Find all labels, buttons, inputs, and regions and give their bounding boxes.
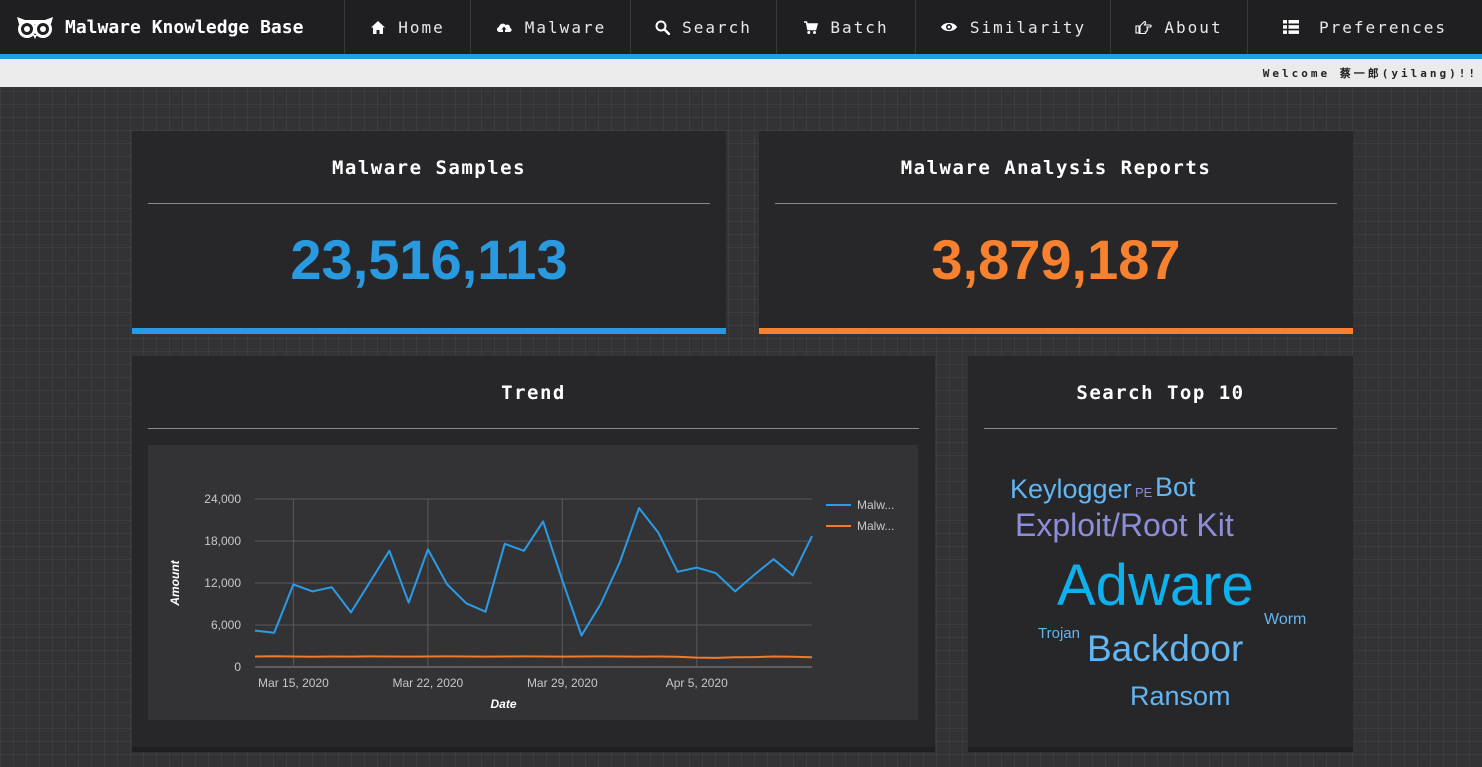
nav-similarity[interactable]: Similarity [916, 0, 1111, 54]
series-line-0 [254, 507, 813, 637]
tag-exploit-root-kit[interactable]: Exploit/Root Kit [1015, 507, 1234, 543]
y-axis-title: Amount [168, 559, 182, 606]
top-navbar: Malware Knowledge Base Home Malware Sear… [0, 0, 1482, 54]
x-tick-label: Mar 22, 2020 [393, 676, 464, 690]
series-line-1 [254, 655, 813, 659]
tag-trojan[interactable]: Trojan [1038, 625, 1080, 642]
reports-count: 3,879,187 [931, 228, 1181, 291]
nav-search[interactable]: Search [631, 0, 777, 54]
trend-title: Trend [501, 382, 566, 404]
x-tick-label: Mar 15, 2020 [258, 676, 329, 690]
tag-keylogger[interactable]: Keylogger [1010, 474, 1132, 504]
eye-icon [940, 22, 957, 32]
tag-adware[interactable]: Adware [1057, 553, 1254, 618]
x-tick-label: Apr 5, 2020 [666, 676, 728, 690]
brand-title: Malware Knowledge Base [65, 16, 304, 38]
samples-card: Malware Samples 23,516,113 [132, 131, 726, 334]
nav-about-label: About [1164, 17, 1223, 37]
welcome-banner: Welcome 蔡一郎(yilang)!! [0, 59, 1482, 87]
samples-divider [148, 203, 710, 204]
search-top-card: Search Top 10 Keylogger PE Bot Exploit/R… [968, 356, 1353, 752]
nav-home-label: Home [398, 17, 445, 37]
reports-card: Malware Analysis Reports 3,879,187 [759, 131, 1353, 334]
y-tick-label: 12,000 [204, 576, 241, 590]
nav-search-label: Search [682, 17, 752, 37]
trend-chart: 0 6,000 12,000 18,000 24,000 Mar 15, 2020 Mar … [168, 492, 894, 711]
y-tick-label: 18,000 [204, 534, 241, 548]
samples-accent-bar [132, 328, 726, 334]
reports-title: Malware Analysis Reports [900, 157, 1212, 179]
nav-similarity-label: Similarity [969, 17, 1087, 37]
reports-divider [775, 203, 1337, 204]
tag-ransom[interactable]: Ransom [1130, 681, 1231, 711]
search-icon [655, 20, 671, 35]
y-tick-label: 24,000 [204, 492, 241, 506]
nav-batch[interactable]: Batch [777, 0, 916, 54]
welcome-text: Welcome 蔡一郎(yilang)!! [1262, 67, 1478, 80]
tag-bot[interactable]: Bot [1155, 472, 1196, 502]
nav-malware-label: Malware [524, 17, 607, 37]
tag-backdoor[interactable]: Backdoor [1087, 628, 1244, 669]
nav-home[interactable]: Home [345, 0, 471, 54]
tag-worm[interactable]: Worm [1264, 611, 1307, 628]
search-top-divider [984, 428, 1337, 429]
hand-point-icon [1135, 21, 1153, 34]
owl-logo-icon [15, 14, 55, 40]
trend-divider [148, 428, 919, 429]
y-tick-label: 6,000 [211, 618, 241, 632]
nav-malware[interactable]: Malware [471, 0, 631, 54]
search-top-title: Search Top 10 [1076, 382, 1245, 404]
brand[interactable]: Malware Knowledge Base [0, 0, 345, 54]
home-icon [371, 20, 386, 34]
trend-card: Trend 0 6,000 12,000 18,000 24,000 Mar 15, 20… [132, 356, 935, 752]
samples-count: 23,516,113 [290, 228, 568, 291]
cart-icon [804, 20, 819, 34]
reports-accent-bar [759, 328, 1353, 334]
y-tick-label: 0 [234, 660, 241, 674]
nav-about[interactable]: About [1111, 0, 1248, 54]
samples-title: Malware Samples [331, 157, 527, 179]
nav-batch-label: Batch [830, 17, 889, 37]
legend-label-1: Malw... [857, 519, 894, 533]
list-icon [1283, 20, 1300, 34]
nav-preferences-label: Preferences [1319, 17, 1447, 37]
legend-label-0: Malw... [857, 498, 894, 512]
cloud-upload-icon [496, 23, 512, 34]
nav-accent-bar [0, 54, 1482, 59]
x-axis-title: Date [490, 697, 516, 711]
nav-preferences[interactable]: Preferences [1248, 0, 1482, 54]
x-tick-label: Mar 29, 2020 [527, 676, 598, 690]
tag-pe[interactable]: PE [1135, 485, 1153, 500]
trend-chart-area: 0 6,000 12,000 18,000 24,000 Mar 15, 2020 Mar … [148, 445, 918, 720]
